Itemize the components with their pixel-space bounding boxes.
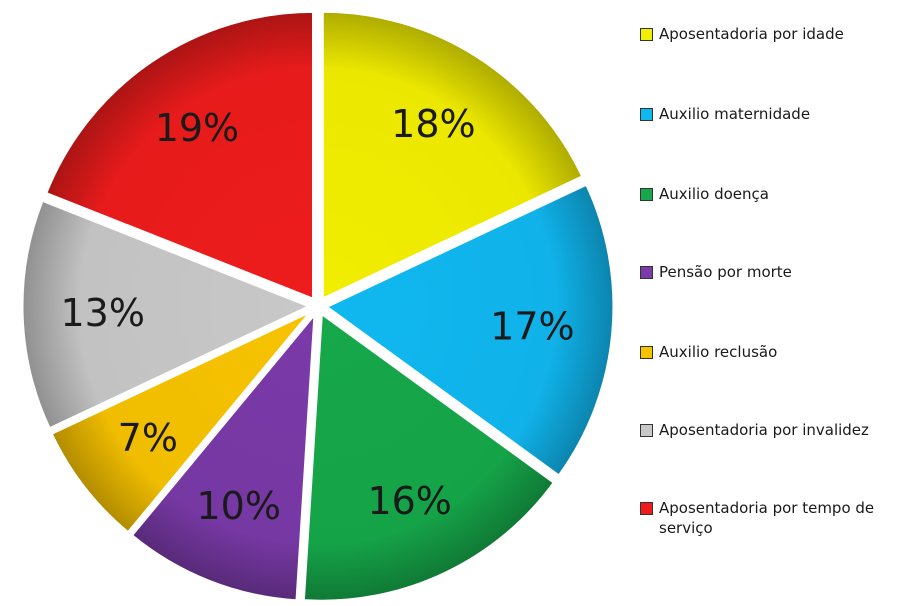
pie-slice-7: [43, 9, 316, 302]
pie-slice-4: [129, 308, 317, 603]
legend-swatch: [640, 424, 653, 437]
legend-swatch: [640, 346, 653, 359]
legend-label: Pensão por morte: [659, 263, 792, 281]
legend-swatch: [640, 266, 653, 279]
slice-percent-label: 18%: [391, 102, 475, 146]
pie-slice-1: [320, 9, 585, 302]
pie-slice-2: [323, 182, 616, 479]
pie-slice-3: [301, 310, 557, 603]
legend-label: Auxilio doença: [659, 185, 769, 203]
legend-swatch: [640, 28, 653, 41]
slice-percent-label: 7%: [118, 416, 178, 460]
slice-percent-label: 19%: [155, 106, 239, 150]
legend-item: Auxilio maternidade: [640, 104, 904, 124]
legend-swatch: [640, 502, 653, 515]
legend-label: Aposentadoria por invalidez: [659, 421, 869, 439]
legend-item: Aposentadoria por idade: [640, 24, 904, 44]
legend-label: Auxilio reclusão: [659, 343, 778, 361]
slice-percent-label: 17%: [490, 304, 574, 348]
legend-label: Auxilio maternidade: [659, 105, 811, 123]
legend-item: Aposentadoria por invalidez: [640, 420, 904, 440]
slice-percent-label: 16%: [367, 479, 451, 523]
slice-percent-label: 10%: [196, 484, 280, 528]
legend-item: Auxilio reclusão: [640, 342, 904, 362]
legend-swatch: [640, 188, 653, 201]
legend-item: Auxilio doença: [640, 184, 904, 204]
legend-label: Aposentadoria por idade: [659, 25, 844, 43]
legend-item: Pensão por morte: [640, 262, 904, 282]
legend-item: Aposentadoria por tempo de serviço: [640, 498, 904, 538]
slice-percent-label: 13%: [61, 291, 145, 335]
legend-swatch: [640, 108, 653, 121]
legend-label: Aposentadoria por tempo de serviço: [659, 499, 875, 537]
pie-slice-6: [20, 198, 314, 431]
pie-slice-5: [49, 309, 313, 535]
